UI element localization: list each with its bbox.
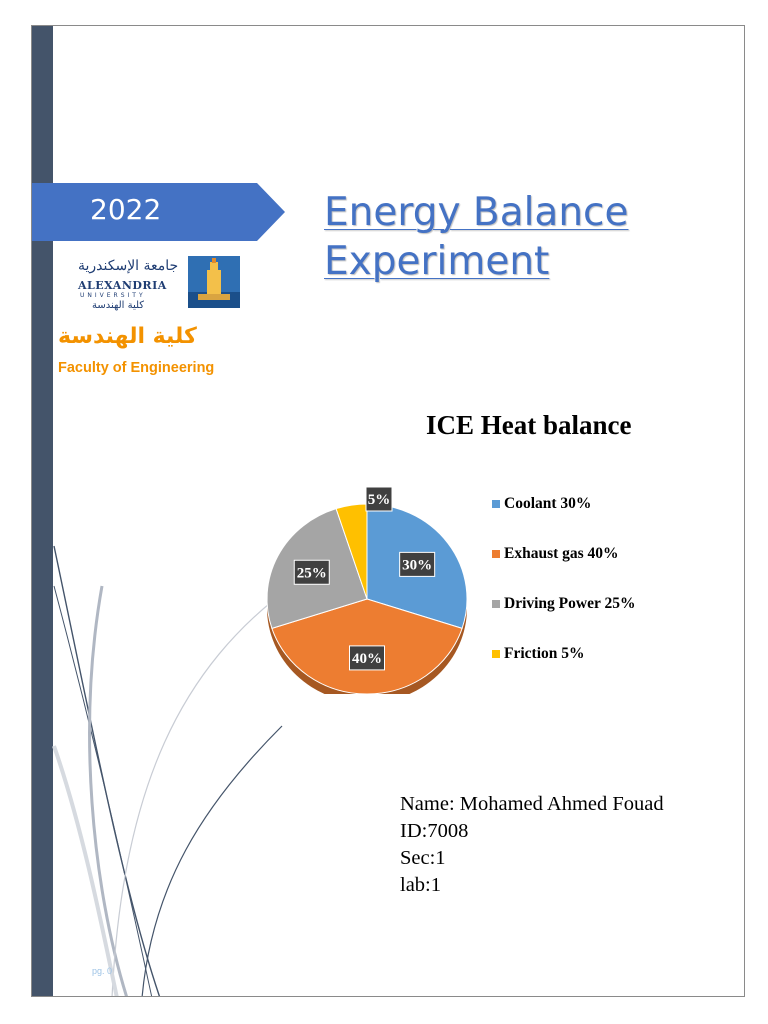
faculty-arabic: كلية الهندسة [58,324,197,349]
legend-label: Exhaust gas 40% [504,545,619,562]
legend-swatch [492,650,500,658]
legend-item-coolant: Coolant 30% [492,494,635,514]
decorative-curves [52,545,293,996]
svg-text:40%: 40% [352,651,382,667]
data-label-friction: 5% [365,486,393,512]
faculty-english: Faculty of Engineering [58,360,215,376]
logo-english-sub: UNIVERSITY [80,292,146,299]
year-label: 2022 [90,193,162,226]
cover-page: 2022 Energy Balance Experiment جامعة الإ… [31,25,745,997]
svg-text:30%: 30% [402,557,432,573]
lighthouse-icon [188,256,240,308]
title-line-2: Experiment [324,239,550,284]
year-banner: 2022 [32,183,285,241]
student-id: ID:7008 [400,820,469,842]
data-label-driving-power: 25% [293,559,330,585]
logo-english: ALEXANDRIA [78,279,167,292]
legend-swatch [492,600,500,608]
chart-legend: Coolant 30% Exhaust gas 40% Driving Power … [492,494,635,694]
student-section: Sec:1 [400,847,446,869]
legend-item-exhaust-gas: Exhaust gas 40% [492,544,635,564]
legend-swatch [492,550,500,558]
document-title: Energy Balance Experiment [324,188,628,286]
left-sidebar-bar [32,26,53,996]
title-line-1: Energy Balance [324,190,629,235]
chart-title: ICE Heat balance [426,410,632,440]
data-label-exhaust-gas: 40% [349,645,385,671]
legend-label: Coolant 30% [504,495,592,512]
svg-text:5%: 5% [368,492,391,508]
legend-label: Driving Power 25% [504,595,636,612]
page-number: pg. 0 [92,966,113,976]
student-name: Name: Mohamed Ahmed Fouad [400,793,664,815]
university-logo: جامعة الإسكندرية ALEXANDRIA UNIVERSITY ك… [58,254,243,384]
legend-item-friction: Friction 5% [492,644,635,664]
data-label-coolant: 30% [399,551,436,577]
student-lab: lab:1 [400,874,441,896]
logo-arabic-bottom: كلية الهندسة [92,300,145,311]
svg-text:25%: 25% [297,565,327,581]
pie-chart: 30% 40% 25% 5% [266,486,468,694]
legend-label: Friction 5% [504,645,585,662]
logo-arabic-top: جامعة الإسكندرية [78,258,179,274]
student-info: Name: Mohamed Ahmed Fouad ID:7008 Sec:1 … [400,791,664,899]
legend-item-driving-power: Driving Power 25% [492,594,635,614]
legend-swatch [492,500,500,508]
